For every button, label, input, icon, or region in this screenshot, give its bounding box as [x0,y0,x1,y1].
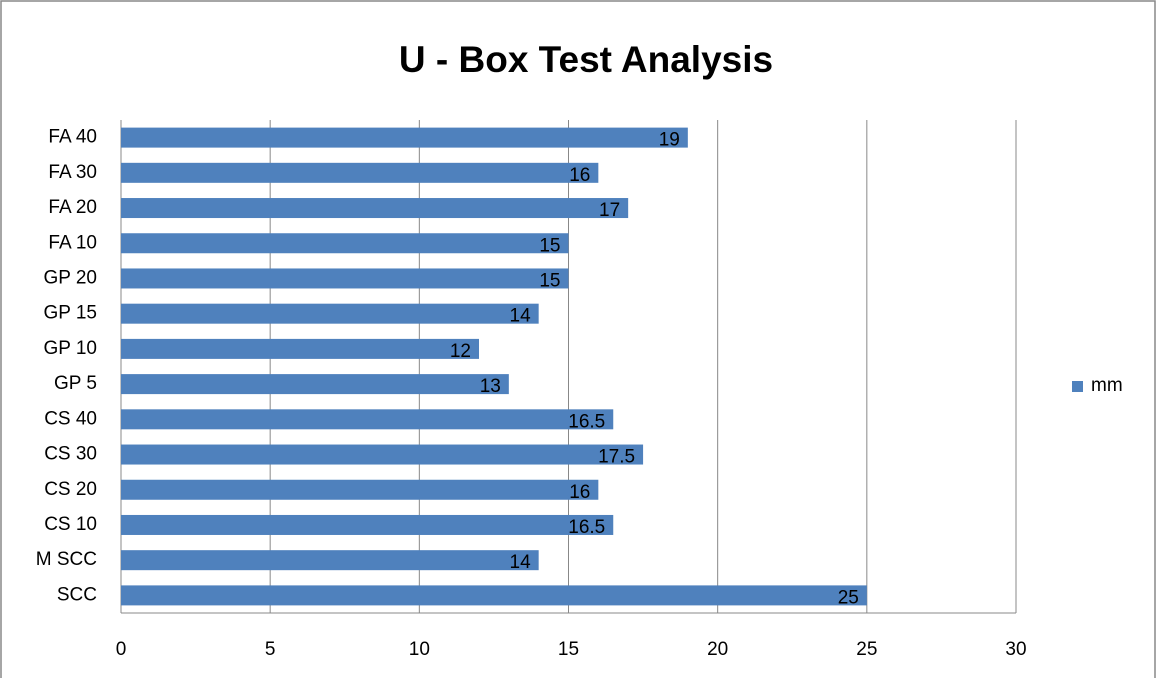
bar [121,268,569,289]
bar [121,585,867,606]
legend-swatch [1072,381,1083,392]
y-tick-label: GP 20 [43,267,97,288]
y-tick-label: GP 5 [54,373,97,394]
bar [121,479,599,500]
data-label: 16.5 [568,411,605,432]
data-label: 17 [599,200,620,221]
y-tick-label: FA 10 [48,232,97,253]
y-tick-label: CS 30 [44,444,97,465]
y-tick-label: CS 40 [44,408,97,429]
y-tick-label: FA 30 [48,162,97,183]
y-tick-label: M SCC [36,549,97,570]
y-tick-label: CS 10 [44,514,97,535]
chart-title: U - Box Test Analysis [399,39,773,80]
data-label: 16 [569,165,590,186]
data-label: 15 [539,270,560,291]
x-tick-label: 20 [707,639,728,660]
data-label: 16.5 [568,517,605,538]
data-label: 14 [510,552,532,573]
bar [121,338,479,359]
x-tick-label: 25 [856,639,877,660]
y-tick-label: SCC [57,584,97,605]
y-tick-label: FA 20 [48,197,97,218]
data-label: 13 [480,376,501,397]
bar [121,233,569,254]
y-tick-label: GP 15 [43,303,97,324]
legend-label: mm [1091,375,1123,396]
x-tick-label: 10 [409,639,430,660]
x-tick-label: 30 [1005,639,1026,660]
data-label: 12 [450,341,471,362]
data-label: 25 [838,587,859,608]
y-tick-label: FA 40 [48,127,97,148]
data-label: 14 [510,306,532,327]
bar [121,514,614,535]
data-label: 16 [569,482,590,503]
bar [121,550,539,571]
bar [121,409,614,430]
data-label: 17.5 [598,447,635,468]
x-tick-label: 15 [558,639,579,660]
bar [121,444,644,465]
data-label: 19 [659,130,680,151]
x-tick-label: 5 [265,639,276,660]
x-tick-label: 0 [116,639,127,660]
y-tick-label: GP 10 [43,338,97,359]
bar [121,162,599,183]
bar [121,127,688,148]
bar [121,303,539,324]
data-label: 15 [539,235,560,256]
bar [121,198,629,219]
y-tick-label: CS 20 [44,479,97,500]
bar [121,374,509,395]
